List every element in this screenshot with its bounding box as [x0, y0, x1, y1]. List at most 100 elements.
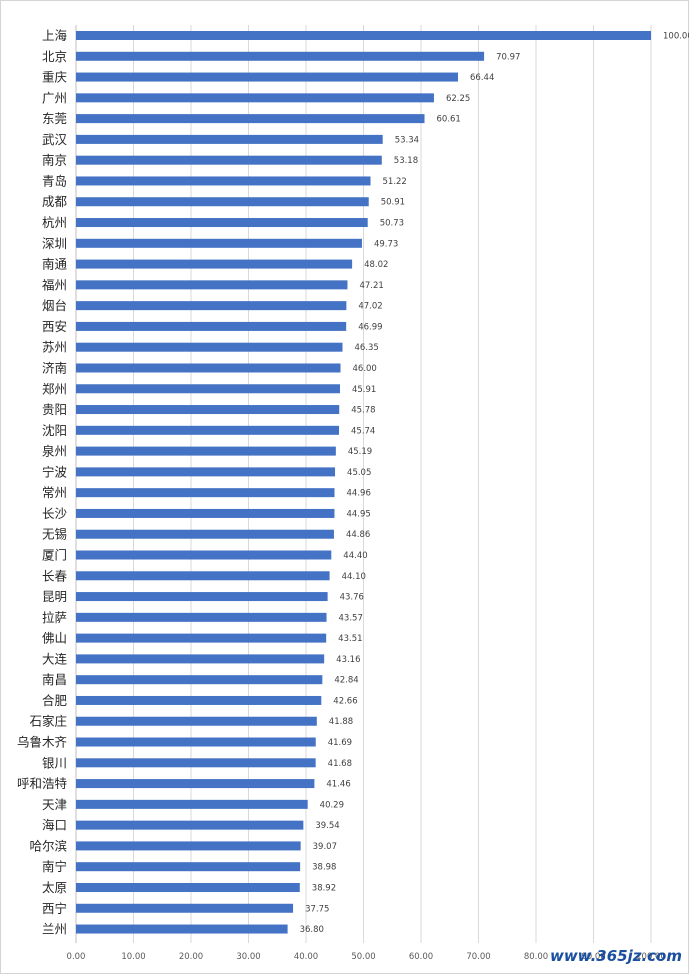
category-label: 银川 [42, 755, 67, 770]
data-label: 40.29 [320, 800, 344, 810]
category-label: 长沙 [42, 506, 68, 521]
data-label: 43.57 [339, 613, 363, 623]
data-label: 44.96 [347, 489, 371, 499]
x-tick-label: 10.00 [121, 952, 145, 962]
data-label: 44.86 [346, 530, 370, 540]
bar [76, 31, 651, 40]
data-label: 43.76 [340, 593, 364, 603]
bar [76, 716, 317, 726]
bar [76, 363, 341, 373]
category-label: 北京 [42, 49, 67, 64]
bar [76, 758, 316, 768]
bar [76, 93, 434, 103]
category-label: 济南 [42, 360, 67, 375]
x-tick-label: 30.00 [236, 952, 260, 962]
data-label: 36.80 [300, 925, 324, 935]
data-label: 53.18 [394, 156, 418, 166]
data-label: 48.02 [364, 260, 388, 270]
category-label: 昆明 [42, 589, 67, 604]
category-label: 青岛 [42, 173, 67, 188]
x-tick-label: 90.00 [581, 952, 605, 962]
data-label: 44.40 [343, 551, 367, 561]
category-label: 天津 [42, 797, 67, 812]
bar [76, 384, 340, 394]
category-label: 厦门 [42, 548, 67, 563]
data-label: 45.91 [352, 385, 376, 395]
category-label: 东莞 [42, 111, 67, 126]
bar [76, 571, 330, 581]
bar [76, 134, 383, 144]
bar [76, 695, 322, 705]
bar [76, 882, 300, 892]
category-label: 宁波 [42, 464, 68, 479]
category-label: 西安 [42, 319, 67, 334]
data-label: 100.00 [663, 32, 689, 42]
bar [76, 550, 332, 560]
data-label: 43.16 [336, 655, 360, 665]
category-label: 大连 [42, 651, 68, 666]
bar [76, 446, 336, 456]
bar [76, 155, 382, 165]
category-label: 南通 [42, 257, 68, 272]
category-label: 石家庄 [29, 714, 67, 729]
data-label: 42.84 [334, 676, 358, 686]
data-label: 44.95 [346, 509, 370, 519]
category-label: 西宁 [42, 901, 67, 916]
bar [76, 488, 335, 498]
category-label: 成都 [42, 194, 68, 209]
bar [76, 176, 371, 186]
data-label: 62.25 [446, 94, 470, 104]
value-labels: 100.00 70.97 66.44 62.25 60.61 53.34 53.18 51.2… [300, 32, 689, 936]
data-label: 46.00 [353, 364, 377, 374]
x-tick-label: 60.00 [409, 952, 433, 962]
x-tick-label: 100.00 [636, 952, 666, 962]
category-label: 无锡 [42, 527, 67, 542]
data-label: 70.97 [496, 52, 520, 62]
data-label: 53.34 [395, 135, 419, 145]
bar [76, 737, 316, 747]
category-label: 哈尔滨 [29, 838, 67, 853]
bar [76, 238, 362, 248]
category-label: 烟台 [42, 298, 67, 313]
category-label: 泉州 [42, 444, 67, 459]
category-label: 南宁 [42, 859, 67, 874]
category-labels: 上海北京重庆广州东莞武汉南京青岛成都杭州深圳南通福州烟台西安苏州济南郑州贵阳沈阳… [17, 28, 68, 937]
bar [76, 467, 336, 477]
x-tick-label: 50.00 [351, 952, 375, 962]
bars [76, 31, 651, 934]
category-label: 南京 [42, 153, 67, 168]
category-label: 重庆 [42, 70, 68, 85]
bar [76, 280, 348, 290]
bar [76, 654, 325, 664]
bar [76, 820, 304, 830]
category-label: 上海 [42, 28, 68, 43]
category-label: 广州 [42, 90, 67, 105]
bar [76, 799, 308, 809]
category-label: 兰州 [42, 922, 67, 937]
data-label: 41.88 [329, 717, 353, 727]
data-label: 46.35 [355, 343, 379, 353]
data-label: 60.61 [437, 115, 461, 125]
category-label: 长春 [42, 568, 68, 583]
data-label: 66.44 [470, 73, 494, 83]
data-label: 46.99 [358, 322, 382, 332]
category-label: 武汉 [42, 132, 68, 147]
watermark-text: www.365jz.com [549, 947, 682, 965]
data-label: 41.46 [326, 780, 350, 790]
category-label: 太原 [42, 880, 67, 895]
data-label: 42.66 [333, 696, 357, 706]
category-label: 杭州 [42, 215, 67, 230]
bar [76, 592, 328, 602]
data-label: 38.98 [312, 863, 336, 873]
data-label: 41.68 [328, 759, 352, 769]
bar [76, 675, 323, 685]
category-label: 南昌 [42, 672, 67, 687]
category-label: 常州 [42, 485, 67, 500]
x-tick-label: 40.00 [294, 952, 318, 962]
category-label: 海口 [42, 818, 67, 833]
category-label: 佛山 [42, 631, 67, 646]
bar [76, 342, 343, 352]
bar [76, 529, 334, 539]
